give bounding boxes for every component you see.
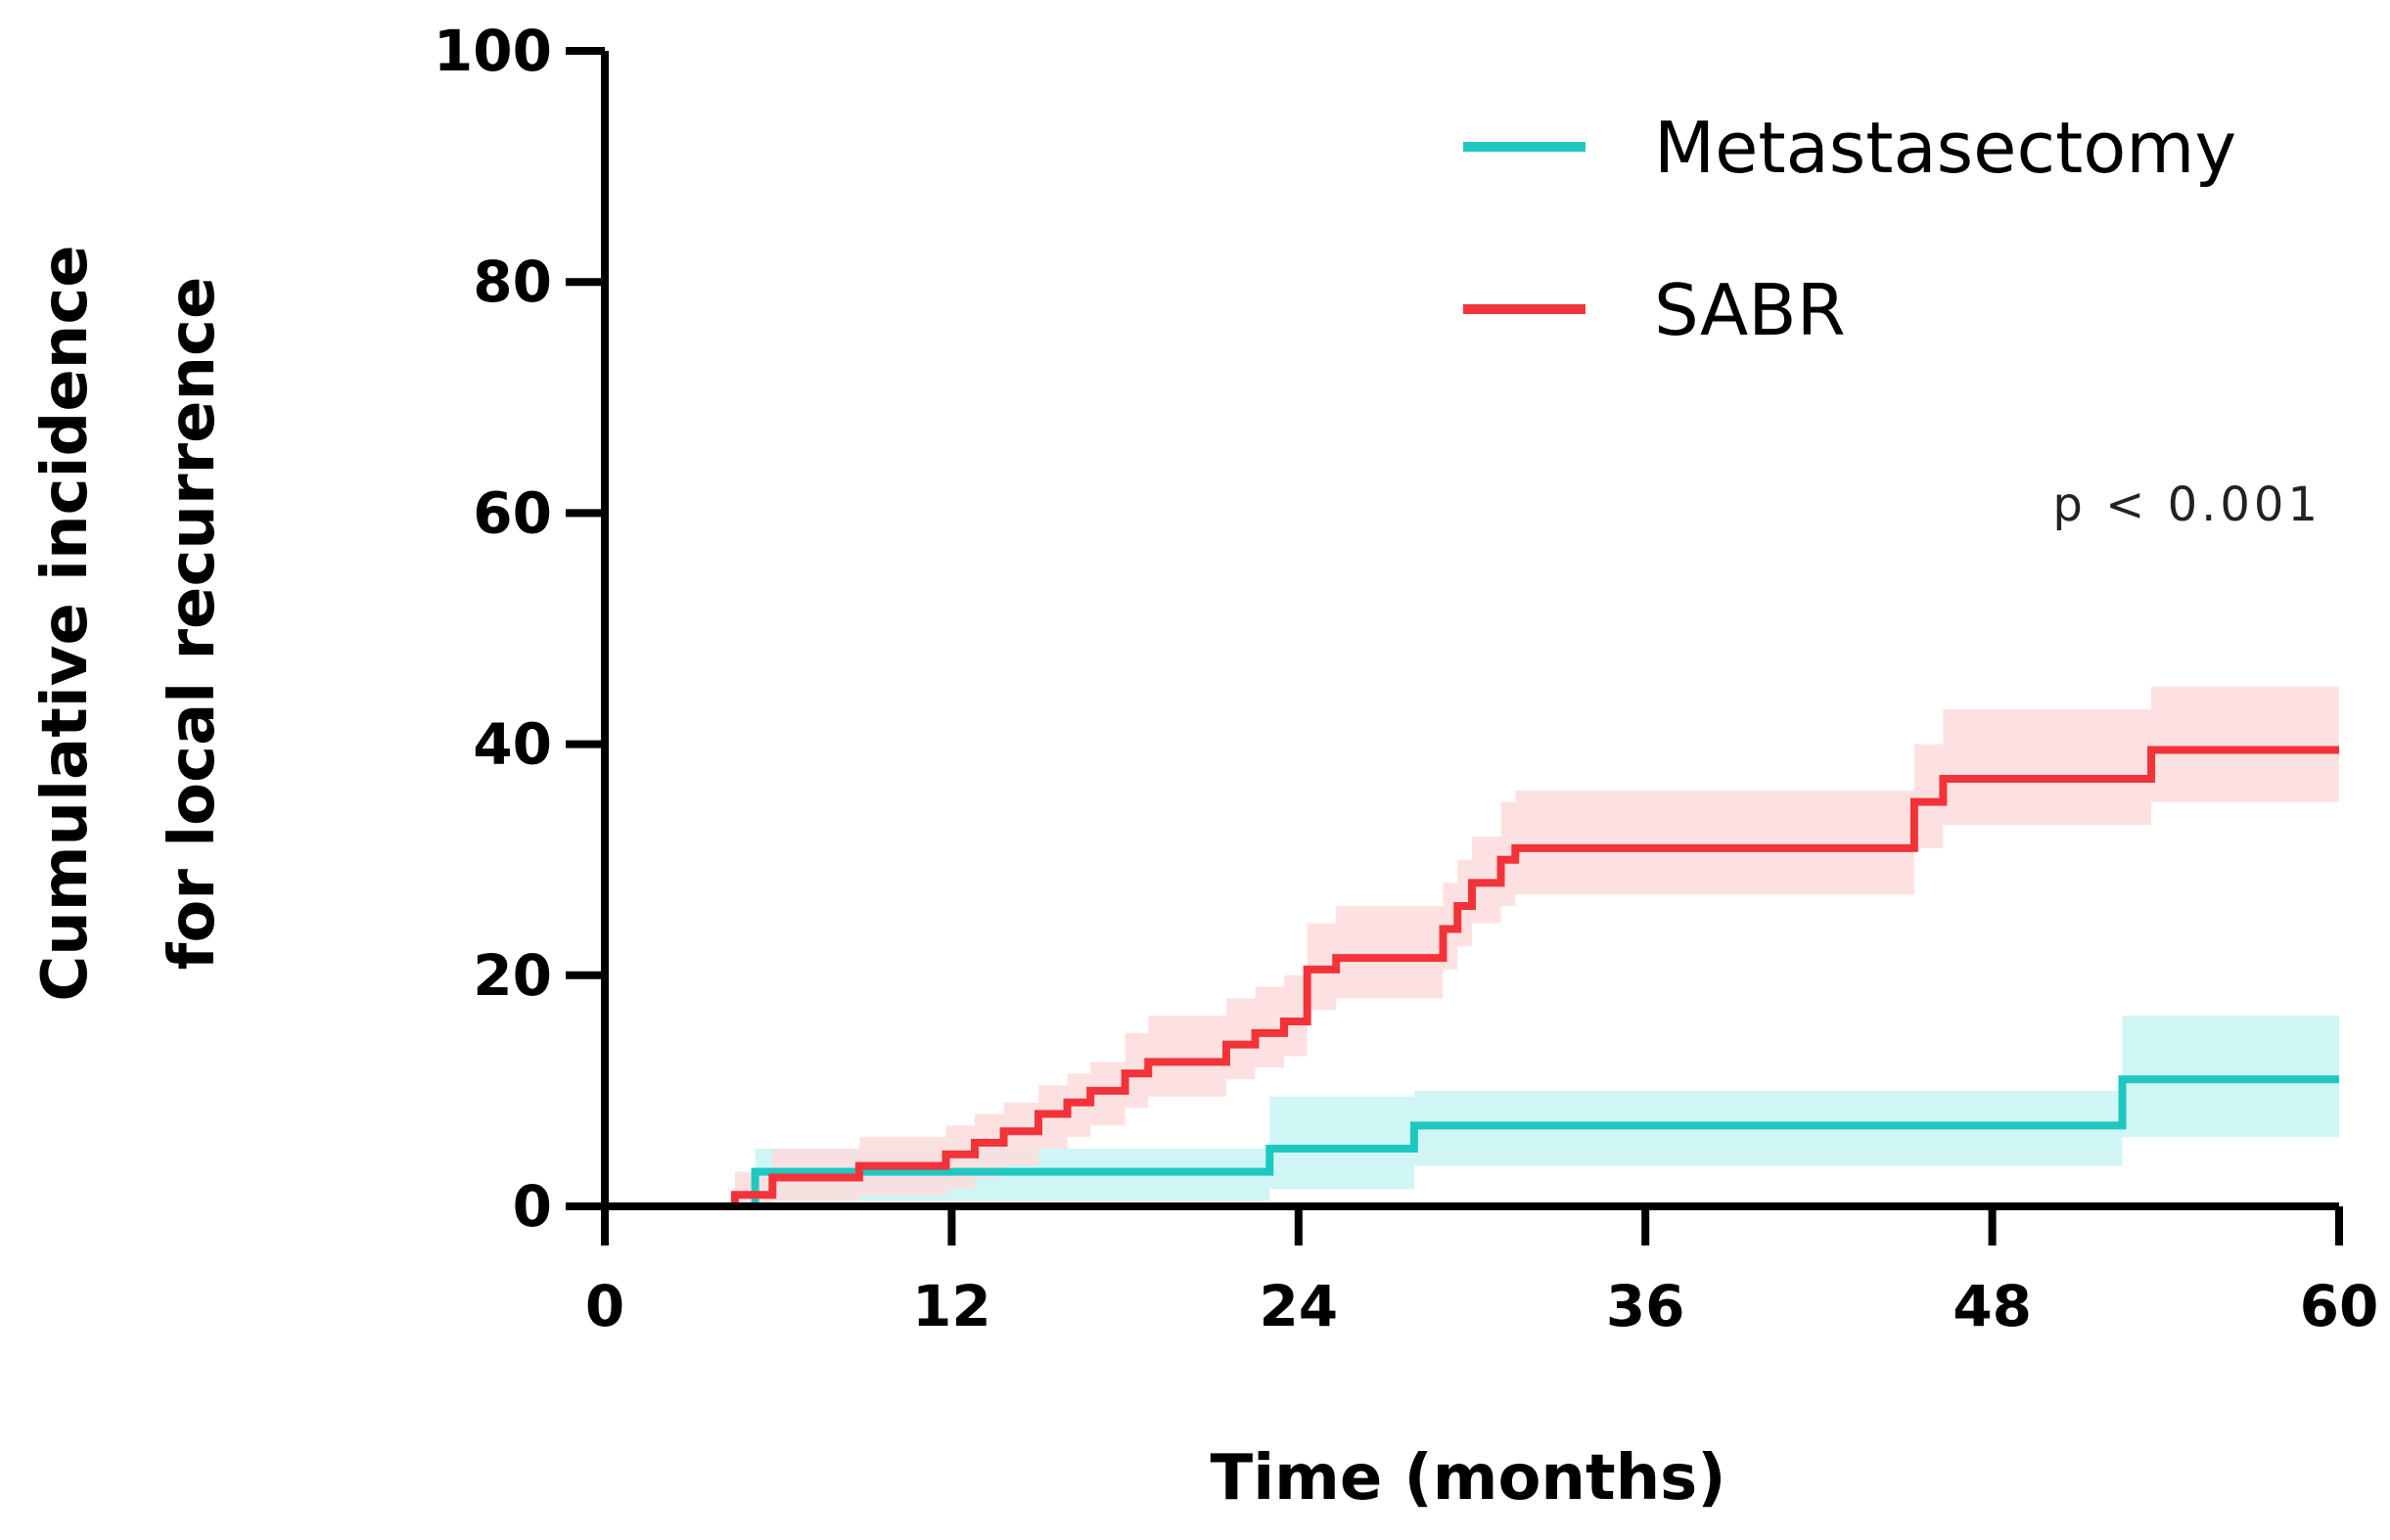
y-axis-title-line-2: for local recurrence xyxy=(157,277,229,971)
series-line-metastasectomy xyxy=(605,1075,2339,1210)
y-tick-label: 60 xyxy=(473,479,552,546)
x-tick-label: 0 xyxy=(585,1273,624,1339)
legend-label-metastasectomy: Metastasectomy xyxy=(1654,107,2236,189)
x-tick-label: 36 xyxy=(1606,1273,1685,1339)
y-tick-label: 20 xyxy=(473,942,552,1009)
series-lines xyxy=(605,746,2339,1210)
y-tick-label: 40 xyxy=(473,711,552,778)
x-tick-label: 12 xyxy=(912,1273,991,1339)
confidence-band-sabr xyxy=(605,680,2339,1206)
x-tick-label: 24 xyxy=(1259,1273,1338,1339)
p-value-annotation: p < 0.001 xyxy=(2052,477,2321,532)
confidence-bands xyxy=(605,680,2339,1206)
y-tick-label: 0 xyxy=(513,1173,552,1240)
legend: Metastasectomy SABR xyxy=(1463,107,2236,351)
y-tick-label: 100 xyxy=(434,18,552,84)
legend-label-sabr: SABR xyxy=(1654,269,1846,351)
series-line-sabr xyxy=(605,746,2339,1210)
x-axis-title: Time (months) xyxy=(1211,1442,1726,1515)
y-axis-title-line-1: Cumulative incidence xyxy=(29,245,102,1001)
axes: 0 20 40 60 80 100 0 12 24 36 48 60 xyxy=(434,18,2378,1339)
y-tick-label: 80 xyxy=(473,249,552,315)
x-tick-label: 60 xyxy=(2300,1273,2379,1339)
x-tick-label: 48 xyxy=(1953,1273,2032,1339)
